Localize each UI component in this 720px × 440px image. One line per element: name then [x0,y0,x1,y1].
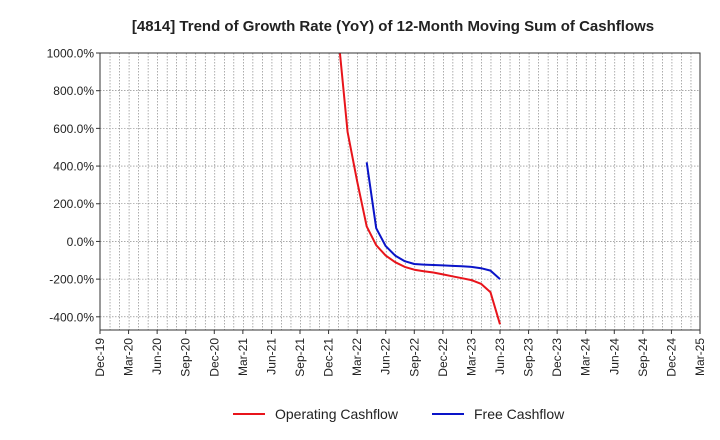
x-tick-label: Jun-20 [150,338,164,375]
x-tick-label: Jun-22 [379,338,393,375]
x-tick-label: Mar-22 [350,338,364,376]
x-tick-label: Dec-24 [664,338,678,377]
y-tick-label: -200.0% [49,273,94,287]
y-tick-label: 600.0% [53,122,94,136]
x-tick-label: Sep-24 [636,338,650,377]
y-tick-label: 800.0% [53,84,94,98]
x-tick-label: Mar-20 [122,338,136,376]
series-lines [338,53,501,325]
x-tick-label: Dec-19 [93,338,107,377]
y-tick-label: 200.0% [53,197,94,211]
x-tick-label: Dec-23 [550,338,564,377]
legend: Operating Cashflow Free Cashflow [233,406,565,422]
x-tick-label: Sep-21 [293,338,307,377]
x-tick-label: Dec-20 [207,338,221,377]
grid-lines [100,53,700,330]
series-line-operating-cashflow [338,53,501,325]
chart-title: [4814] Trend of Growth Rate (YoY) of 12-… [132,18,654,35]
plot-border [99,52,701,331]
x-tick-label: Mar-25 [693,338,707,376]
x-axis-ticks: Dec-19 Mar-20 Jun-20 Sep-20 Dec-20 Mar-21 Jun-… [93,330,707,377]
series-line-free-cashflow [365,162,501,280]
x-tick-label: Mar-21 [236,338,250,376]
y-tick-label: 400.0% [53,160,94,174]
x-tick-label: Sep-23 [522,338,536,377]
x-tick-label: Dec-21 [322,338,336,377]
x-tick-label: Jun-21 [264,338,278,375]
plot-area [100,53,700,330]
x-tick-label: Dec-22 [436,338,450,377]
legend-label: Free Cashflow [474,406,565,422]
y-tick-label: 0.0% [67,235,95,249]
x-tick-label: Jun-23 [493,338,507,375]
legend-label: Operating Cashflow [275,406,399,422]
y-axis-ticks: 1000.0% 800.0% 600.0% 400.0% 200.0% 0.0% -200.… [47,47,100,324]
x-tick-label: Jun-24 [607,338,621,375]
x-tick-label: Mar-24 [579,338,593,376]
y-tick-label: 1000.0% [47,47,95,61]
x-tick-label: Sep-20 [179,338,193,377]
y-tick-label: -400.0% [49,310,94,324]
x-tick-label: Sep-22 [407,338,421,377]
x-tick-label: Mar-23 [464,338,478,376]
